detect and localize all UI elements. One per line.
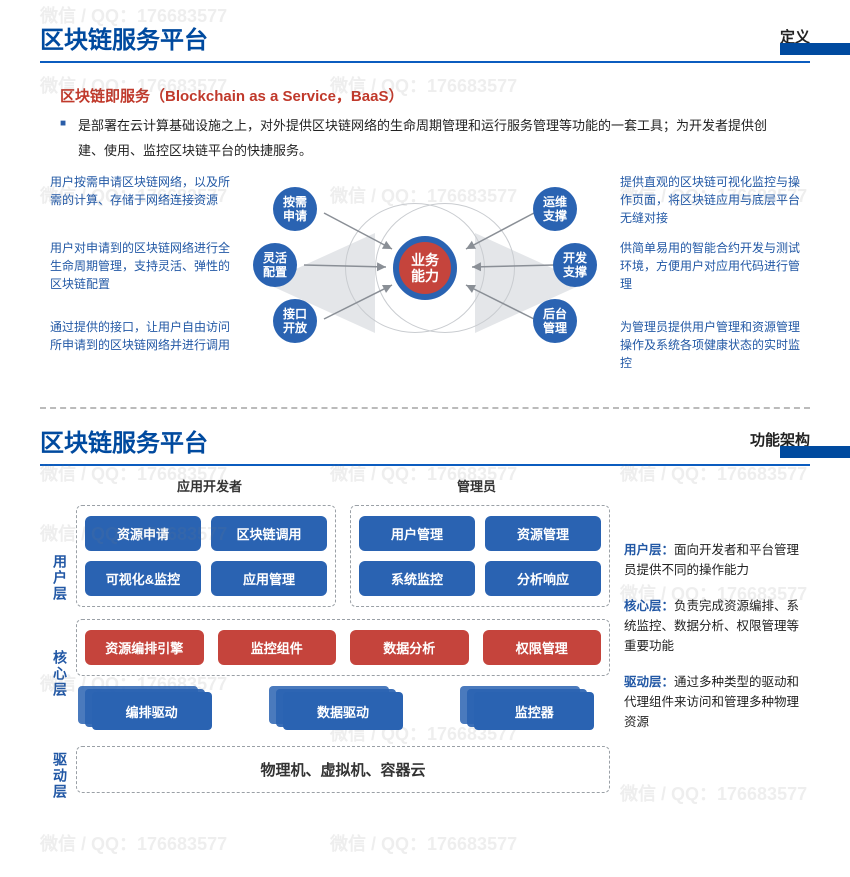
admin-pill-4: 分析响应 xyxy=(485,561,601,596)
section2-header: 区块链服务平台 功能架构 xyxy=(0,423,850,458)
driver-stack-2: 数据驱动 xyxy=(268,690,418,732)
dev-box: 资源申请 区块链调用 可视化&监控 应用管理 xyxy=(76,505,336,607)
bubble-right-2: 开发支撑 xyxy=(553,243,597,287)
definition-bullet: 是部署在云计算基础设施之上，对外提供区块链网络的生命周期管理和运行服务管理等功能… xyxy=(60,114,790,163)
driver-stack-1: 编排驱动 xyxy=(77,690,227,732)
bubble-left-1: 按需申请 xyxy=(273,187,317,231)
core-pill-3: 数据分析 xyxy=(350,630,469,665)
definition-block: 区块链即服务（Blockchain as a Service，BaaS） 是部署… xyxy=(0,63,850,173)
role-header-row: 应用开发者 管理员 xyxy=(76,472,610,505)
driver-row: 编排驱动 数据驱动 监控器 xyxy=(76,690,610,732)
definition-lead: 区块链即服务（Blockchain as a Service，BaaS） xyxy=(60,85,790,106)
side-description: 用户层：面向开发者和平台管理员提供不同的操作能力 核心层：负责完成资源编排、系统… xyxy=(610,472,800,836)
admin-pill-3: 系统监控 xyxy=(359,561,475,596)
driver-1: 编排驱动 xyxy=(92,692,212,730)
cap-text-right-2: 供简单易用的智能合约开发与测试环境，方便用户对应用代码进行管理 xyxy=(620,239,800,293)
role-admin: 管理员 xyxy=(343,472,610,505)
core-pill-2: 监控组件 xyxy=(218,630,337,665)
bubble-left-3: 接口开放 xyxy=(273,299,317,343)
layer-label-core: 核心层 xyxy=(50,632,70,716)
bubble-right-1: 运维支撑 xyxy=(533,187,577,231)
section-divider xyxy=(40,407,810,409)
cap-text-left-2: 用户对申请到的区块链网络进行全生命周期管理，支持灵活、弹性的区块链配置 xyxy=(50,239,230,293)
user-layer-row: 资源申请 区块链调用 可视化&监控 应用管理 用户管理 资源管理 系统监控 分析… xyxy=(76,505,610,607)
bubble-center: 业务能力 xyxy=(393,236,457,300)
driver-3: 监控器 xyxy=(474,692,594,730)
cap-text-left-3: 通过提供的接口，让用户自由访问所申请到的区块链网络并进行调用 xyxy=(50,318,230,354)
admin-pill-1: 用户管理 xyxy=(359,516,475,551)
section1-title: 区块链服务平台 xyxy=(40,20,208,55)
section1-header: 区块链服务平台 定义 xyxy=(0,20,850,55)
architecture-main: 应用开发者 管理员 资源申请 区块链调用 可视化&监控 应用管理 用户管理 资源… xyxy=(70,472,610,836)
dev-pill-3: 可视化&监控 xyxy=(85,561,201,596)
admin-pill-2: 资源管理 xyxy=(485,516,601,551)
section2-title: 区块链服务平台 xyxy=(40,423,208,458)
dev-pill-4: 应用管理 xyxy=(211,561,327,596)
admin-box: 用户管理 资源管理 系统监控 分析响应 xyxy=(350,505,610,607)
physical-layer: 物理机、虚拟机、容器云 xyxy=(76,746,610,793)
architecture-diagram: 用户层 核心层 驱动层 应用开发者 管理员 资源申请 区块链调用 可视化&监控 … xyxy=(0,466,850,836)
cap-text-right-1: 提供直观的区块链可视化监控与操作页面，将区块链应用与底层平台无缝对接 xyxy=(620,173,800,227)
side-user-label: 用户层： xyxy=(624,543,674,557)
layer-label-user: 用户层 xyxy=(50,524,70,632)
role-dev: 应用开发者 xyxy=(76,472,343,505)
cap-text-left-1: 用户按需申请区块链网络，以及所需的计算、存储于网络连接资源 xyxy=(50,173,230,209)
layer-label-driver: 驱动层 xyxy=(50,716,70,836)
header-wedge xyxy=(780,446,850,458)
side-driver-label: 驱动层： xyxy=(624,675,674,689)
capability-diagram: 用户按需申请区块链网络，以及所需的计算、存储于网络连接资源 用户对申请到的区块链… xyxy=(0,173,850,393)
core-pill-4: 权限管理 xyxy=(483,630,602,665)
dev-pill-1: 资源申请 xyxy=(85,516,201,551)
driver-stack-3: 监控器 xyxy=(459,690,609,732)
layer-labels-col: 用户层 核心层 驱动层 xyxy=(50,472,70,836)
driver-2: 数据驱动 xyxy=(283,692,403,730)
dev-pill-2: 区块链调用 xyxy=(211,516,327,551)
cap-text-right-3: 为管理员提供用户管理和资源管理操作及系统各项健康状态的实时监控 xyxy=(620,318,800,372)
core-layer-box: 资源编排引擎 监控组件 数据分析 权限管理 xyxy=(76,619,610,676)
header-wedge xyxy=(780,43,850,55)
bubble-right-3: 后台管理 xyxy=(533,299,577,343)
side-core-label: 核心层： xyxy=(624,599,674,613)
core-pill-1: 资源编排引擎 xyxy=(85,630,204,665)
